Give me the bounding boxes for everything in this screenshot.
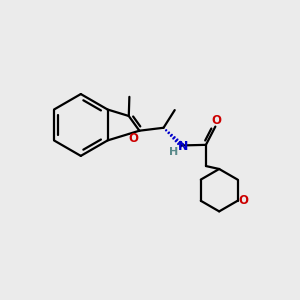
- Text: N: N: [178, 140, 188, 152]
- Text: H: H: [169, 147, 178, 157]
- Text: O: O: [212, 114, 221, 127]
- Text: O: O: [238, 194, 248, 207]
- Text: O: O: [128, 132, 138, 145]
